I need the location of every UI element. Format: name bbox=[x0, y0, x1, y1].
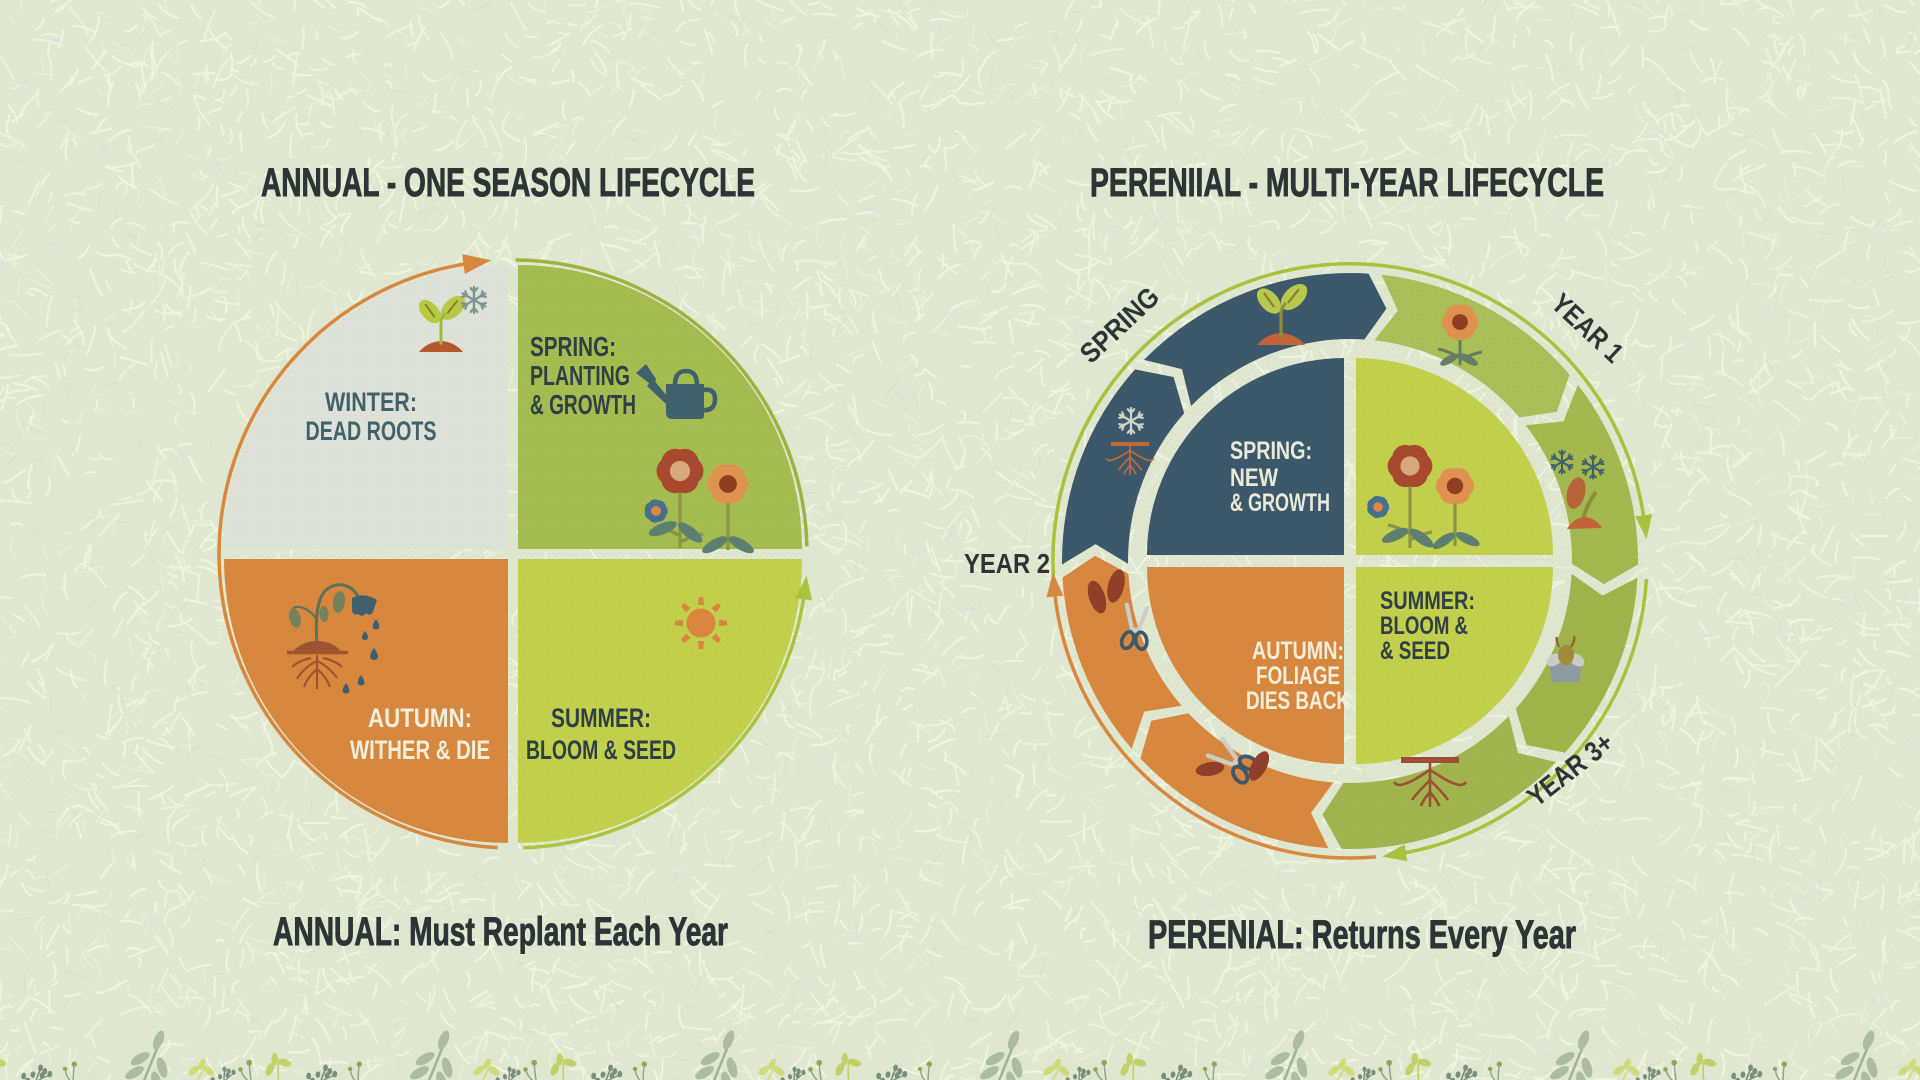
svg-text:BLOOM &: BLOOM & bbox=[1380, 612, 1468, 640]
svg-text:AUTUMN:: AUTUMN: bbox=[368, 703, 472, 733]
svg-text:ANNUAL - ONE SEASON LIFECYCLE: ANNUAL - ONE SEASON LIFECYCLE bbox=[261, 161, 755, 205]
svg-text:SUMMER:: SUMMER: bbox=[551, 703, 651, 733]
svg-text:& SEED: & SEED bbox=[1380, 637, 1450, 665]
svg-text:BLOOM & SEED: BLOOM & SEED bbox=[526, 735, 676, 765]
svg-text:WITHER & DIE: WITHER & DIE bbox=[350, 735, 490, 765]
svg-text:DIES BACK: DIES BACK bbox=[1246, 687, 1350, 715]
svg-text:& GROWTH: & GROWTH bbox=[1230, 489, 1330, 517]
svg-text:DEAD ROOTS: DEAD ROOTS bbox=[306, 416, 437, 446]
svg-text:PERENIIAL - MULTI-YEAR LIFECYC: PERENIIAL - MULTI-YEAR LIFECYCLE bbox=[1090, 161, 1604, 205]
svg-text:PLANTING: PLANTING bbox=[530, 360, 630, 391]
svg-text:ANNUAL: Must Replant Each Year: ANNUAL: Must Replant Each Year bbox=[273, 910, 728, 954]
svg-text:AUTUMN:: AUTUMN: bbox=[1252, 637, 1344, 665]
svg-text:NEW: NEW bbox=[1230, 464, 1278, 492]
svg-text:WINTER:: WINTER: bbox=[325, 387, 417, 417]
svg-text:SUMMER:: SUMMER: bbox=[1380, 587, 1475, 615]
svg-text:PERENIAL: Returns Every Year: PERENIAL: Returns Every Year bbox=[1148, 913, 1576, 957]
svg-text:YEAR 2: YEAR 2 bbox=[964, 548, 1050, 579]
svg-text:FOLIAGE: FOLIAGE bbox=[1256, 662, 1340, 690]
svg-text:SPRING:: SPRING: bbox=[530, 331, 616, 362]
svg-text:SPRING:: SPRING: bbox=[1230, 437, 1312, 465]
svg-text:& GROWTH: & GROWTH bbox=[530, 389, 636, 420]
